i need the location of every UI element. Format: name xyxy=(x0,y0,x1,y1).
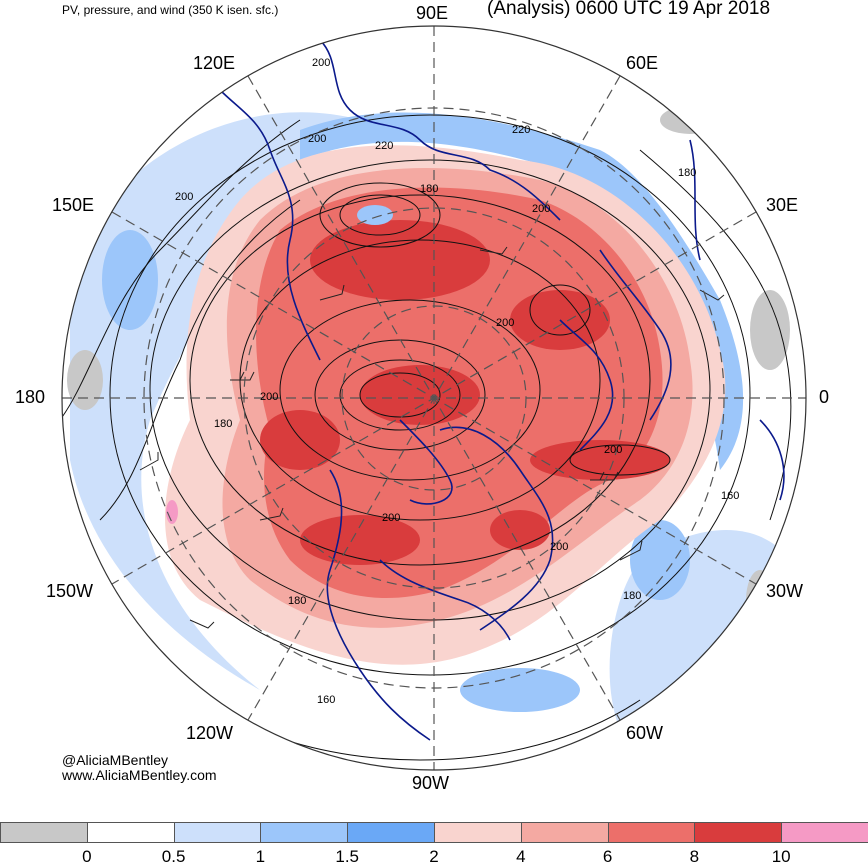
colorbar-swatch xyxy=(694,822,783,843)
lon-label-150w: 150W xyxy=(46,581,94,601)
contour-label: 180 xyxy=(678,167,696,179)
lon-label-90e: 90E xyxy=(416,3,449,23)
colorbar-label: 10 xyxy=(771,847,791,866)
map-subtitle: PV, pressure, and wind (350 K isen. sfc.… xyxy=(62,3,279,17)
contour-label: 200 xyxy=(532,203,550,215)
lon-label-150e: 150E xyxy=(52,195,95,215)
pv-high-region xyxy=(530,440,670,480)
contour-label: 220 xyxy=(512,124,530,136)
contour-label: 200 xyxy=(604,444,622,456)
map-boundary xyxy=(61,25,807,771)
lon-label-180: 180 xyxy=(15,387,46,407)
colorbar-label: 1 xyxy=(255,847,266,866)
colorbar-swatch xyxy=(781,822,868,843)
credit-handle: @AliciaMBentley xyxy=(62,752,169,768)
contour-label: 160 xyxy=(317,694,335,706)
colorbar-label: 0 xyxy=(82,847,92,866)
pv-high-region xyxy=(310,220,490,300)
graticule xyxy=(62,26,806,770)
colorbar-swatch xyxy=(347,822,435,843)
contour-label: 160 xyxy=(721,490,739,502)
contour-label: 200 xyxy=(312,57,330,69)
contour-label: 200 xyxy=(308,133,326,145)
contour-label: 200 xyxy=(382,512,400,524)
contour-label: 180 xyxy=(623,590,641,602)
lon-label-0: 0 xyxy=(819,387,830,407)
lon-label-90w: 90W xyxy=(412,773,450,793)
colorbar-label: 6 xyxy=(602,847,613,866)
contour-label: 200 xyxy=(496,317,514,329)
map-title: (Analysis) 0600 UTC 19 Apr 2018 xyxy=(487,0,771,19)
contour-label: 180 xyxy=(420,183,438,195)
coastlines xyxy=(219,39,785,741)
colorbar-swatch xyxy=(434,822,522,843)
contour-label: 200 xyxy=(550,541,568,553)
pv-low-region xyxy=(630,520,690,600)
contour-label-group: 200 220 220 180 200 200 180 200 200 180 … xyxy=(175,57,739,706)
colorbar-swatch xyxy=(173,822,262,843)
pv-high-region xyxy=(360,365,480,425)
colorbar-label: 1.5 xyxy=(335,847,360,866)
pv-low-region xyxy=(300,112,744,470)
pv-high-region xyxy=(490,510,550,550)
colorbar-swatch xyxy=(86,822,175,843)
colorbar-swatch xyxy=(520,822,609,843)
lon-label-120e: 120E xyxy=(193,53,236,73)
polar-map: 200 220 220 180 200 200 180 200 200 180 … xyxy=(61,25,807,771)
colorbar-swatch xyxy=(260,822,349,843)
colorbar-swatch xyxy=(0,822,88,843)
colorbar-label: 4 xyxy=(516,847,526,866)
contour-label: 200 xyxy=(175,191,193,203)
contour-label: 180 xyxy=(214,418,232,430)
lon-label-120w: 120W xyxy=(186,723,234,743)
colorbar xyxy=(0,822,868,843)
credit-website: www.AliciaMBentley.com xyxy=(62,767,217,783)
pv-low-region xyxy=(460,668,580,712)
lon-label-30e: 30E xyxy=(766,195,799,215)
lon-label-60w: 60W xyxy=(626,723,664,743)
colorbar-label: 2 xyxy=(429,847,439,866)
contour-label: 200 xyxy=(260,391,278,403)
lon-label-30w: 30W xyxy=(766,581,804,601)
contour-label: 180 xyxy=(288,595,306,607)
colorbar-label: 0.5 xyxy=(161,847,186,866)
pv-high-region xyxy=(260,410,340,470)
contour-label: 220 xyxy=(375,140,393,152)
pv-high-region xyxy=(300,515,420,565)
pv-low-region xyxy=(102,230,158,330)
lon-label-60e: 60E xyxy=(626,53,659,73)
colorbar-swatch xyxy=(607,822,696,843)
colorbar-label: 8 xyxy=(689,847,700,866)
